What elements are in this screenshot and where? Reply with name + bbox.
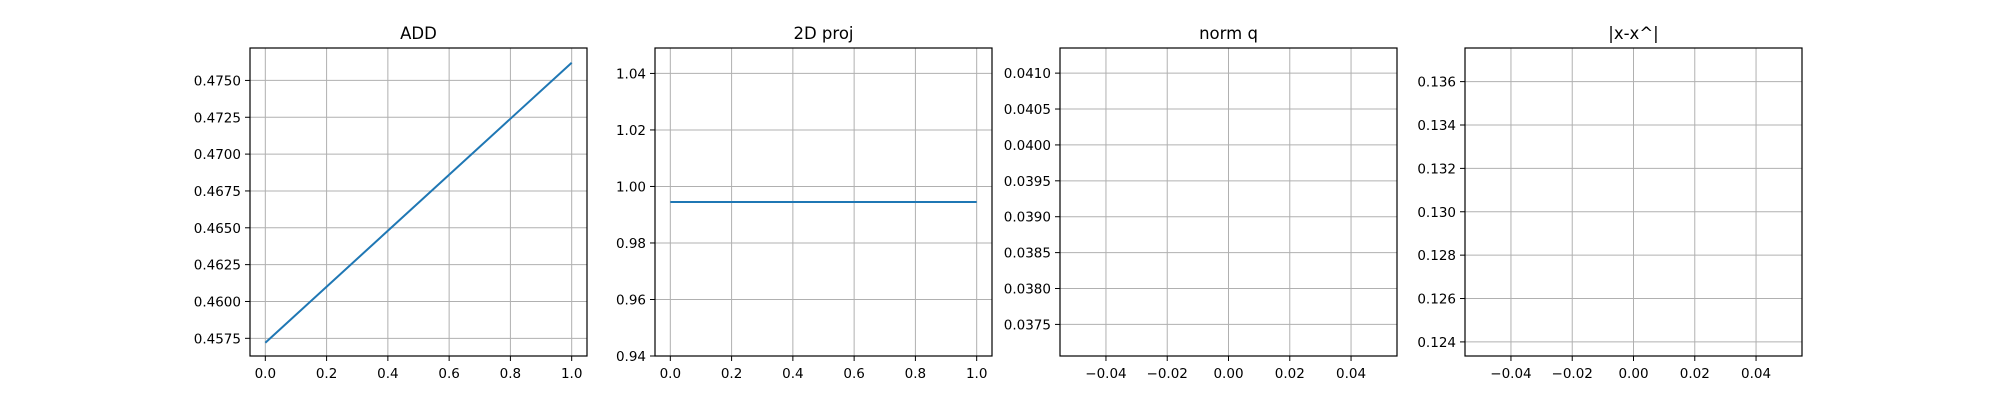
y-tick-label: 0.132	[1417, 161, 1456, 177]
chart-title: 2D proj	[793, 24, 853, 43]
y-tick-label: 0.94	[616, 349, 646, 365]
y-tick-label: 0.0395	[1004, 174, 1051, 190]
y-tick-label: 1.02	[616, 123, 646, 139]
chart-panel-3: −0.04 −0.02 0.00 0.02 0.04 0.0375 0.0380 0.0385…	[1004, 24, 1398, 382]
x-tick-label: −0.04	[1490, 366, 1531, 382]
y-tick-label: 0.96	[616, 292, 646, 308]
y-tick-label: 0.0390	[1004, 210, 1051, 226]
x-tick-label: 0.00	[1213, 366, 1243, 382]
x-tick-label: −0.02	[1147, 366, 1188, 382]
y-tick-label: 0.0400	[1004, 138, 1051, 154]
y-tick-label: 0.0380	[1004, 282, 1051, 298]
x-tick-label: 0.0	[255, 366, 276, 382]
y-tick-label: 0.4750	[194, 73, 241, 89]
x-tick-label: 0.6	[843, 366, 864, 382]
y-tick-label: 0.0385	[1004, 246, 1051, 262]
y-tick-label: 0.128	[1417, 248, 1456, 264]
y-tick-label: 0.4625	[194, 258, 241, 274]
y-tick-label: 0.0375	[1004, 317, 1051, 333]
x-tick-label: 0.4	[377, 366, 398, 382]
x-tick-label: 1.0	[561, 366, 582, 382]
x-tick-label: 0.2	[316, 366, 337, 382]
x-tick-label: 0.6	[438, 366, 459, 382]
y-tick-label: 0.126	[1417, 292, 1456, 308]
y-tick-label: 1.04	[616, 66, 646, 82]
x-tick-label: 0.8	[905, 366, 926, 382]
y-tick-label: 1.00	[616, 179, 646, 195]
x-tick-label: 0.02	[1275, 366, 1305, 382]
y-tick-label: 0.136	[1417, 75, 1456, 91]
y-tick-label: 0.4575	[194, 331, 241, 347]
y-tick-label: 0.0405	[1004, 102, 1051, 118]
chart-title: ADD	[400, 24, 437, 43]
axes-frame	[249, 47, 588, 357]
y-tick-label: 0.0410	[1004, 66, 1051, 82]
y-tick-label: 0.4675	[194, 184, 241, 200]
x-tick-label: 0.04	[1336, 366, 1366, 382]
x-tick-label: 0.2	[721, 366, 742, 382]
x-tick-label: 0.02	[1680, 366, 1710, 382]
x-tick-label: −0.04	[1085, 366, 1126, 382]
y-tick-label: 0.98	[616, 236, 646, 252]
x-tick-label: 1.0	[966, 366, 987, 382]
chart-title: |x-x^|	[1608, 24, 1658, 43]
x-tick-label: −0.02	[1552, 366, 1593, 382]
y-tick-label: 0.4650	[194, 221, 241, 237]
x-tick-label: 0.8	[500, 366, 521, 382]
y-tick-label: 0.4700	[194, 147, 241, 163]
chart-title: norm q	[1199, 24, 1258, 43]
y-tick-label: 0.124	[1417, 335, 1456, 351]
chart-panel-4: −0.04 −0.02 0.00 0.02 0.04 0.124 0.126 0.128 0.1…	[1417, 24, 1803, 382]
x-tick-label: 0.04	[1741, 366, 1771, 382]
chart-panel-2: 0.0 0.2 0.4 0.6 0.8 1.0 0.94 0.96 0.98 1.00 1.02 1.…	[616, 24, 993, 382]
subplot-grid: 0.0 0.2 0.4 0.6 0.8 1.0 0.4575 0.4600 0.4625 0.46…	[194, 24, 1803, 382]
y-tick-label: 0.4725	[194, 110, 241, 126]
y-tick-label: 0.134	[1417, 118, 1456, 134]
axes-frame	[654, 47, 993, 357]
y-tick-label: 0.4600	[194, 294, 241, 310]
x-tick-label: 0.0	[660, 366, 681, 382]
x-tick-label: 0.4	[782, 366, 803, 382]
chart-panel-1: 0.0 0.2 0.4 0.6 0.8 1.0 0.4575 0.4600 0.4625 0.46…	[194, 24, 588, 382]
y-tick-label: 0.130	[1417, 205, 1456, 221]
x-tick-label: 0.00	[1618, 366, 1648, 382]
series-line	[264, 62, 573, 344]
